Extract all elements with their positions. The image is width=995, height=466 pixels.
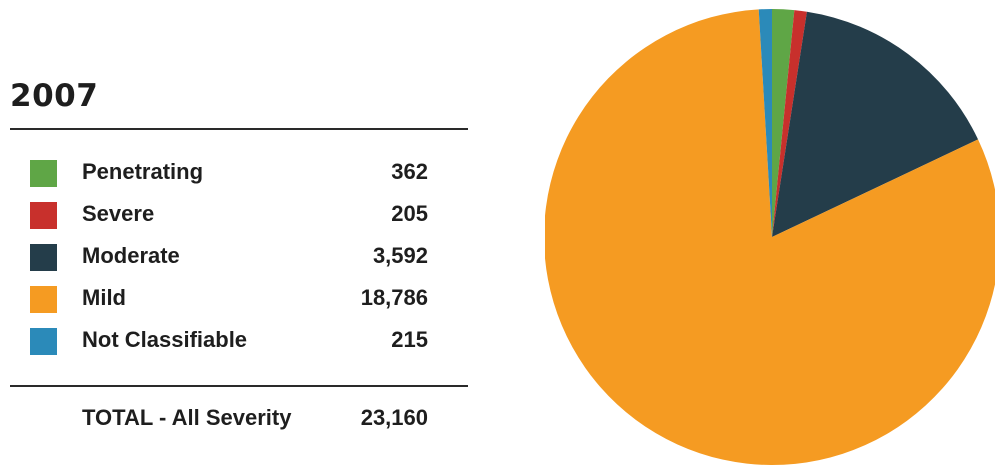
legend-item-not-classifiable: Not Classifiable 215 [30, 324, 430, 366]
divider-bottom [10, 385, 468, 387]
pie-slice-severe [772, 10, 807, 238]
legend-swatch [30, 244, 57, 271]
legend-swatch [30, 328, 57, 355]
legend-item-severe: Severe 205 [30, 198, 430, 240]
total-label: TOTAL - All Severity [82, 405, 292, 430]
pie-slice-mild [545, 9, 995, 465]
legend-label: Mild [82, 285, 126, 310]
legend-value: 205 [391, 201, 428, 226]
divider-top [10, 128, 468, 130]
legend-value: 18,786 [360, 285, 428, 310]
legend-swatch [30, 286, 57, 313]
pie-slice-not-classifiable [758, 9, 772, 237]
legend-item-moderate: Moderate 3,592 [30, 240, 430, 282]
legend-item-penetrating: Penetrating 362 [30, 156, 430, 198]
pie-chart [545, 9, 995, 465]
legend-label: Severe [82, 201, 155, 226]
legend-value: 3,592 [372, 243, 428, 268]
total-value: 23,160 [360, 405, 428, 430]
pie-slice-penetrating [772, 9, 795, 237]
legend-label: Penetrating [82, 159, 204, 184]
legend-item-mild: Mild 18,786 [30, 282, 430, 324]
pie-slice-moderate [772, 11, 979, 237]
legend-swatch [30, 160, 57, 187]
legend-swatch [30, 202, 57, 229]
legend-value: 362 [391, 159, 428, 184]
legend-value: 215 [391, 327, 428, 352]
legend-label: Moderate [82, 243, 180, 268]
chart-title: 2007 [10, 78, 99, 114]
legend: Penetrating 362 Severe 205 Moderate 3,59… [30, 156, 430, 366]
legend-label: Not Classifiable [82, 327, 248, 352]
